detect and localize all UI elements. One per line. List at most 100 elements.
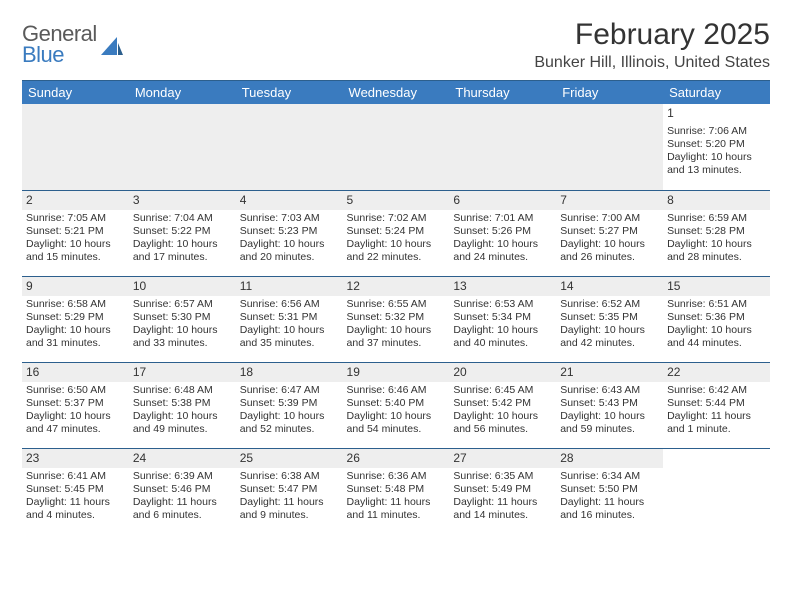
day-number: 20 [449, 363, 556, 382]
cell-line: Sunrise: 6:58 AM [26, 298, 125, 311]
cell-line: Sunset: 5:20 PM [667, 138, 766, 151]
cell-line: Daylight: 10 hours and 54 minutes. [347, 410, 446, 436]
cell-line: Daylight: 10 hours and 56 minutes. [453, 410, 552, 436]
cell-line: Sunset: 5:24 PM [347, 225, 446, 238]
calendar-cell: 25Sunrise: 6:38 AMSunset: 5:47 PMDayligh… [236, 448, 343, 534]
cell-line: Sunset: 5:31 PM [240, 311, 339, 324]
calendar-cell [663, 448, 770, 534]
cell-line: Sunrise: 6:39 AM [133, 470, 232, 483]
cell-line: Daylight: 10 hours and 26 minutes. [560, 238, 659, 264]
calendar-cell: 3Sunrise: 7:04 AMSunset: 5:22 PMDaylight… [129, 190, 236, 276]
cell-line: Sunrise: 7:01 AM [453, 212, 552, 225]
calendar-cell: 19Sunrise: 6:46 AMSunset: 5:40 PMDayligh… [343, 362, 450, 448]
day-header: Tuesday [236, 81, 343, 104]
day-number: 11 [236, 277, 343, 296]
cell-line: Sunset: 5:42 PM [453, 397, 552, 410]
cell-line: Daylight: 10 hours and 37 minutes. [347, 324, 446, 350]
cell-line: Sunset: 5:45 PM [26, 483, 125, 496]
cell-line: Daylight: 11 hours and 6 minutes. [133, 496, 232, 522]
cell-line: Sunrise: 6:42 AM [667, 384, 766, 397]
cell-line: Sunrise: 6:48 AM [133, 384, 232, 397]
day-header: Saturday [663, 81, 770, 104]
cell-line: Sunset: 5:40 PM [347, 397, 446, 410]
calendar-cell: 15Sunrise: 6:51 AMSunset: 5:36 PMDayligh… [663, 276, 770, 362]
cell-line: Daylight: 11 hours and 1 minute. [667, 410, 766, 436]
cell-line: Daylight: 10 hours and 52 minutes. [240, 410, 339, 436]
cell-line: Sunset: 5:22 PM [133, 225, 232, 238]
month-title: February 2025 [534, 18, 770, 52]
day-number: 13 [449, 277, 556, 296]
calendar-cell: 2Sunrise: 7:05 AMSunset: 5:21 PMDaylight… [22, 190, 129, 276]
calendar-cell: 9 Sunrise: 6:58 AMSunset: 5:29 PMDaylight… [22, 276, 129, 362]
cell-line: Daylight: 10 hours and 20 minutes. [240, 238, 339, 264]
day-number: 2 [22, 191, 129, 210]
cell-line: Daylight: 10 hours and 35 minutes. [240, 324, 339, 350]
location: Bunker Hill, Illinois, United States [534, 54, 770, 72]
day-number: 16 [22, 363, 129, 382]
day-number: 5 [343, 191, 450, 210]
cell-line: Sunrise: 6:35 AM [453, 470, 552, 483]
cell-line: Sunrise: 6:55 AM [347, 298, 446, 311]
cell-line: Daylight: 10 hours and 24 minutes. [453, 238, 552, 264]
cell-line: Daylight: 10 hours and 31 minutes. [26, 324, 125, 350]
cell-line: Daylight: 10 hours and 33 minutes. [133, 324, 232, 350]
cell-line: Sunset: 5:29 PM [26, 311, 125, 324]
cell-line: Daylight: 10 hours and 47 minutes. [26, 410, 125, 436]
day-number: 28 [556, 449, 663, 468]
cell-line: Sunset: 5:50 PM [560, 483, 659, 496]
calendar-cell: 8Sunrise: 6:59 AMSunset: 5:28 PMDaylight… [663, 190, 770, 276]
day-number: 3 [129, 191, 236, 210]
day-number: 10 [129, 277, 236, 296]
day-number: 4 [236, 191, 343, 210]
day-number: 8 [663, 191, 770, 210]
calendar-cell: 24 Sunrise: 6:39 AMSunset: 5:46 PMDayligh… [129, 448, 236, 534]
cell-line: Sunrise: 6:50 AM [26, 384, 125, 397]
sail-icon [101, 37, 123, 55]
calendar-cell: 5Sunrise: 7:02 AMSunset: 5:24 PMDaylight… [343, 190, 450, 276]
calendar-cell: 7Sunrise: 7:00 AMSunset: 5:27 PMDaylight… [556, 190, 663, 276]
cell-line: Sunset: 5:46 PM [133, 483, 232, 496]
day-header: Friday [556, 81, 663, 104]
calendar-cell: 27 Sunrise: 6:35 AMSunset: 5:49 PMDayligh… [449, 448, 556, 534]
calendar-body: 1 Sunrise: 7:06 AMSunset: 5:20 PM Daylight… [22, 104, 770, 534]
cell-line: Sunset: 5:34 PM [453, 311, 552, 324]
calendar-table: SundayMondayTuesdayWednesdayThursdayFrid… [22, 81, 770, 534]
cell-line: Sunrise: 6:36 AM [347, 470, 446, 483]
cell-line: Sunset: 5:32 PM [347, 311, 446, 324]
calendar-cell: 4 Sunrise: 7:03 AMSunset: 5:23 PMDaylight… [236, 190, 343, 276]
cell-line: Sunrise: 7:06 AM [667, 125, 766, 138]
cell-line: Sunrise: 7:04 AM [133, 212, 232, 225]
cell-line: Sunrise: 6:34 AM [560, 470, 659, 483]
cell-line: Sunset: 5:44 PM [667, 397, 766, 410]
day-number: 27 [449, 449, 556, 468]
logo-word-2: Blue [22, 45, 97, 66]
cell-line: Sunset: 5:38 PM [133, 397, 232, 410]
calendar-cell [22, 104, 129, 190]
cell-line: Sunset: 5:49 PM [453, 483, 552, 496]
cell-line: Sunset: 5:23 PM [240, 225, 339, 238]
day-number: 1 [663, 104, 770, 123]
cell-line: Daylight: 11 hours and 14 minutes. [453, 496, 552, 522]
calendar-cell: 23Sunrise: 6:41 AMSunset: 5:45 PMDayligh… [22, 448, 129, 534]
cell-line: Sunrise: 6:41 AM [26, 470, 125, 483]
calendar-cell: 12Sunrise: 6:55 AMSunset: 5:32 PMDayligh… [343, 276, 450, 362]
cell-line: Sunset: 5:39 PM [240, 397, 339, 410]
day-number: 7 [556, 191, 663, 210]
cell-line: Daylight: 11 hours and 11 minutes. [347, 496, 446, 522]
title-block: February 2025 Bunker Hill, Illinois, Uni… [534, 18, 770, 72]
cell-line: Sunset: 5:37 PM [26, 397, 125, 410]
day-number: 24 [129, 449, 236, 468]
cell-line: Sunrise: 7:02 AM [347, 212, 446, 225]
calendar-cell: 13 Sunrise: 6:53 AMSunset: 5:34 PMDayligh… [449, 276, 556, 362]
day-number: 9 [22, 277, 129, 296]
calendar-cell: 1Sunrise: 7:06 AMSunset: 5:20 PMDaylight… [663, 104, 770, 190]
day-number: 19 [343, 363, 450, 382]
calendar-cell: 10Sunrise: 6:57 AMSunset: 5:30 PMDayligh… [129, 276, 236, 362]
calendar-cell [556, 104, 663, 190]
cell-line: Daylight: 10 hours and 40 minutes. [453, 324, 552, 350]
cell-line: Sunset: 5:36 PM [667, 311, 766, 324]
cell-line: Sunrise: 6:53 AM [453, 298, 552, 311]
calendar-cell [236, 104, 343, 190]
day-number: 14 [556, 277, 663, 296]
cell-line: Sunrise: 7:03 AM [240, 212, 339, 225]
